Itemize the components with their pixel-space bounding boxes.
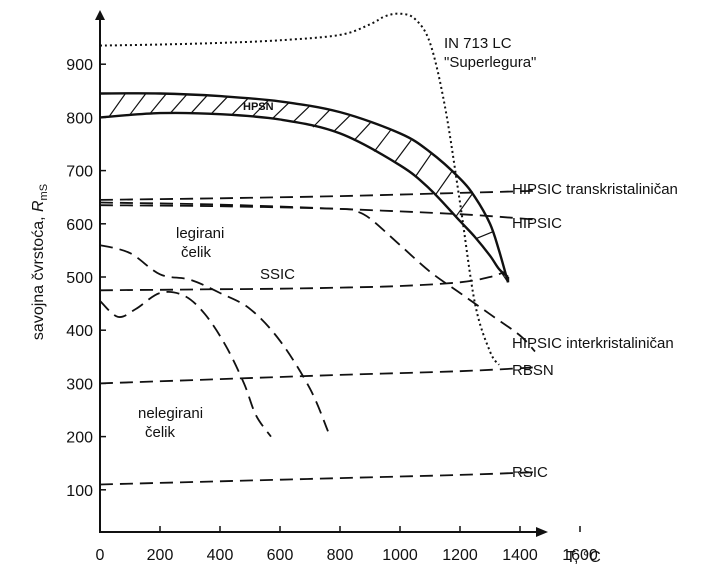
hpsn-hatch [271,102,290,120]
hpsn-hatch [373,129,392,152]
hpsn-hatch [169,94,188,114]
x-tick-label: 0 [96,547,105,564]
series-layer [99,12,536,486]
x-tick-label: 600 [267,547,294,564]
series-hpsn-lower [99,111,509,278]
label-rsic: RSIC [512,464,548,481]
hpsn-hatch [434,171,453,196]
x-axis-arrow [536,527,548,537]
hpsn-hatch [149,93,167,115]
series-hipsic-interkristalini-an [99,204,536,353]
series-rsic [99,471,536,486]
hpsn-hatch [190,95,208,115]
hpsn-hatch [394,139,412,163]
label-legirani: legirani [176,225,224,242]
hpsn-hatch [251,99,269,118]
y-tick-label: 700 [66,164,93,181]
series-in-713-lc-superlegura [99,12,500,366]
label-hipsic: HIPSIC [512,215,562,232]
y-tick-label: 800 [66,110,93,127]
hpsn-hatch [292,106,310,123]
label-ssic: SSIC [260,266,295,283]
x-tick-label: 200 [147,547,174,564]
x-tick-label: 1200 [442,547,478,564]
x-tick-label: 1000 [382,547,418,564]
label-superlegura: "Superlegura" [444,54,536,71]
y-tick-label: 900 [66,57,93,74]
hpsn-hatch [210,96,228,115]
hpsn-hatch [414,152,432,178]
series-ssic [99,270,506,292]
y-tick-label: 500 [66,270,93,287]
series-rbsn [99,366,536,385]
series-legirani-elik [99,244,329,432]
label-legirani-celik: čelik [181,244,212,261]
x-tick-label: 1400 [502,547,538,564]
y-tick-label: 200 [66,430,93,447]
y-tick-label: 100 [66,483,93,500]
label-nelegirani-celik: čelik [145,424,176,441]
label-nelegirani: nelegirani [138,405,203,422]
hpsn-hatch [312,109,330,128]
series-nelegirani-elik [99,290,272,438]
hpsn-hatch [128,93,147,116]
label-hpsn: HPSN [243,101,274,113]
hpsn-hatch [332,115,351,133]
hpsn-hatch [353,122,371,142]
hpsn-hatch [475,231,493,240]
series-hpsn-upper [99,92,510,283]
x-axis-label: T, °C [566,549,601,566]
y-axis-label: savojna čvrstoća, RmS [30,184,50,340]
label-hipsic-inter: HIPSIC interkristaliničan [512,335,674,352]
x-tick-label: 400 [207,547,234,564]
y-tick-label: 600 [66,217,93,234]
axes [95,10,548,537]
y-axis-arrow [95,10,105,20]
label-rbsn: RBSN [512,362,554,379]
series-hipsic-transkristalini-an [99,189,536,201]
label-hipsic-trans: HIPSIC transkristaliničan [512,181,678,198]
ticks: 0 200 400 600 800 1000 1200 1400 1600 100 200 300 40… [66,57,598,564]
hpsn-hatch [230,98,249,116]
hpsn-hatch [108,93,126,118]
hpsn-hatch [455,193,473,218]
x-tick-label: 1600 [562,547,598,564]
y-tick-label: 300 [66,376,93,393]
y-tick-label: 400 [66,323,93,340]
label-in713: IN 713 LC [444,35,512,52]
x-tick-label: 800 [327,547,354,564]
